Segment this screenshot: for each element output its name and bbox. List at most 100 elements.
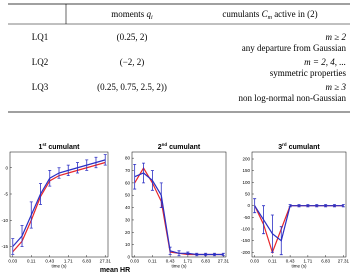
title-number: 2 — [158, 144, 162, 151]
var: q — [147, 9, 152, 19]
y-tick-label: 150 — [242, 168, 250, 173]
series-line — [254, 205, 344, 242]
title-text: cumulant — [169, 144, 201, 151]
title-superscript: st — [42, 142, 47, 147]
error-bar — [279, 226, 283, 256]
x-tick-label: 0.11 — [268, 259, 277, 264]
text: active in (2) — [274, 9, 317, 19]
y-tick-label: 0 — [5, 165, 8, 170]
y-tick-label: -150 — [241, 238, 251, 243]
error-bar — [103, 154, 107, 166]
row-description: symmetric properties — [270, 68, 347, 78]
error-bar — [159, 182, 163, 208]
y-tick-label: -5 — [4, 192, 8, 197]
error-bar — [186, 251, 190, 255]
title-number: 3 — [278, 144, 282, 151]
series-line — [134, 166, 224, 256]
error-bar — [324, 204, 328, 208]
error-bar — [297, 204, 301, 208]
error-bar — [270, 214, 274, 253]
row-moments: (0.25, 0.75, 2.5, 2)) — [97, 82, 167, 92]
y-tick-label: 50 — [125, 193, 131, 198]
title-superscript: nd — [162, 142, 168, 147]
var: C — [262, 9, 269, 19]
title-number: 1 — [38, 144, 42, 151]
series-line — [134, 172, 224, 256]
sub: i — [151, 15, 153, 21]
x-tick-label: 1.71 — [303, 259, 312, 264]
error-bar — [262, 205, 266, 235]
error-bar — [221, 252, 225, 257]
x-tick-label: 0.43 — [286, 259, 295, 264]
x-axis-label: time (s) — [172, 264, 188, 269]
chart-title: 3rd cumulant — [278, 142, 320, 151]
error-bar — [288, 204, 292, 208]
x-tick-label: 27.31 — [100, 259, 112, 264]
y-tick-label: 0 — [127, 255, 130, 260]
x-tick-label: 6.83 — [82, 259, 91, 264]
x-axis-label: time (s) — [52, 264, 68, 269]
error-bar — [20, 225, 24, 247]
header-cumulants: cumulants Cm active in (2) — [222, 9, 317, 21]
error-bar — [195, 252, 199, 257]
y-tick-label: 80 — [125, 156, 131, 161]
chart-title: 1st cumulant — [38, 142, 80, 151]
sub: m — [268, 15, 273, 21]
error-bar — [133, 163, 137, 190]
row-moments: (0.25, 2) — [117, 32, 148, 42]
x-tick-label: 0.11 — [148, 259, 157, 264]
series-line — [254, 205, 344, 255]
x-tick-label: 1.71 — [64, 259, 73, 264]
error-bar — [177, 250, 181, 257]
error-bar — [57, 167, 61, 179]
error-bar — [150, 170, 154, 191]
x-tick-label: 0.03 — [130, 259, 139, 264]
x-tick-label: 27.31 — [218, 259, 230, 264]
x-tick-label: 27.31 — [338, 259, 350, 264]
y-tick-label: 60 — [125, 180, 131, 185]
row-moments: (−2, 2) — [120, 57, 145, 67]
x-axis-label: time (s) — [292, 264, 308, 269]
y-tick-label: 40 — [125, 205, 131, 210]
row-condition: m ≥ 3 — [326, 82, 347, 92]
header-moments: moments qi — [111, 9, 153, 21]
caption: mean HR — [100, 267, 130, 274]
error-bar — [332, 204, 336, 208]
error-bar — [66, 164, 70, 177]
row-condition: m ≥ 2 — [326, 32, 347, 42]
y-tick-label: 10 — [125, 242, 131, 247]
y-tick-label: -10 — [1, 218, 8, 223]
error-bar — [94, 156, 98, 169]
y-tick-label: 0 — [247, 203, 250, 208]
y-tick-label: -100 — [241, 227, 251, 232]
x-tick-label: 0.03 — [8, 259, 17, 264]
x-tick-label: 6.83 — [201, 259, 210, 264]
title-text: cumulant — [289, 144, 321, 151]
y-tick-label: 30 — [125, 217, 131, 222]
y-tick-label: 200 — [242, 157, 250, 162]
error-bar — [48, 169, 52, 187]
text: cumulants — [222, 9, 259, 19]
error-bar — [315, 204, 319, 208]
error-bar — [341, 204, 345, 208]
y-tick-label: 20 — [125, 230, 131, 235]
error-bar — [306, 204, 310, 208]
error-bar — [212, 252, 216, 257]
row-label: LQ3 — [32, 82, 49, 92]
error-bar — [204, 252, 208, 257]
y-tick-label: -50 — [243, 215, 250, 220]
error-bar — [39, 183, 43, 205]
error-bar — [75, 162, 79, 174]
x-tick-label: 1.71 — [183, 259, 192, 264]
row-label: LQ2 — [32, 57, 49, 67]
row-description: non log-normal non-Gaussian — [239, 93, 347, 103]
error-bar — [168, 246, 172, 255]
x-tick-label: 6.83 — [321, 259, 330, 264]
y-tick-label: 100 — [242, 180, 250, 185]
chart-title: 2nd cumulant — [158, 142, 201, 151]
error-bar — [142, 162, 146, 184]
plot-frame — [251, 151, 347, 258]
y-tick-label: 50 — [245, 192, 251, 197]
plot-frame — [131, 151, 227, 258]
